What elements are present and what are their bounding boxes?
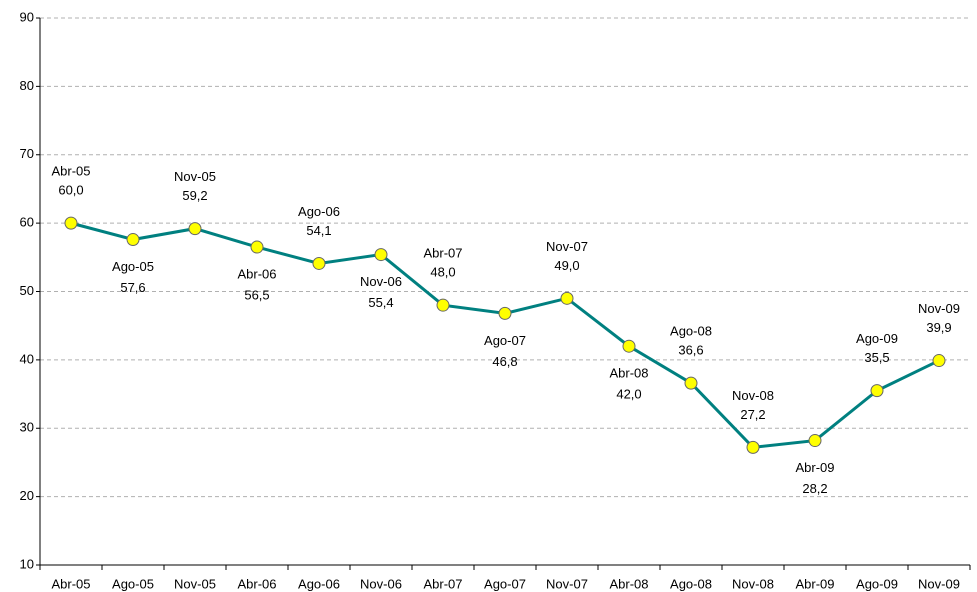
data-label: 27,2 bbox=[740, 407, 765, 422]
data-label: 56,5 bbox=[244, 287, 269, 302]
marker bbox=[746, 440, 760, 454]
data-label: 59,2 bbox=[182, 188, 207, 203]
marker bbox=[374, 248, 388, 262]
data-label: 35,5 bbox=[864, 350, 889, 365]
point-category-label: Abr-07 bbox=[423, 246, 462, 261]
y-tick-label: 30 bbox=[20, 420, 34, 435]
x-tick-label: Ago-08 bbox=[670, 576, 712, 591]
data-label: 28,2 bbox=[802, 481, 827, 496]
data-label: 57,6 bbox=[120, 280, 145, 295]
marker bbox=[188, 222, 202, 236]
point-category-label: Nov-06 bbox=[360, 274, 402, 289]
marker bbox=[64, 216, 78, 230]
marker bbox=[126, 233, 140, 247]
x-tick-label: Nov-06 bbox=[360, 576, 402, 591]
x-tick-label: Ago-06 bbox=[298, 576, 340, 591]
marker bbox=[560, 291, 574, 305]
x-tick-label: Nov-07 bbox=[546, 576, 588, 591]
data-label: 42,0 bbox=[616, 387, 641, 402]
data-label: 48,0 bbox=[430, 265, 455, 280]
x-tick-label: Abr-09 bbox=[795, 576, 834, 591]
data-label: 39,9 bbox=[926, 320, 951, 335]
y-tick-label: 80 bbox=[20, 78, 34, 93]
x-tick-label: Abr-05 bbox=[51, 576, 90, 591]
x-tick-label: Nov-09 bbox=[918, 576, 960, 591]
data-label: 55,4 bbox=[368, 295, 393, 310]
marker bbox=[312, 256, 326, 270]
data-label: 46,8 bbox=[492, 354, 517, 369]
y-tick-label: 10 bbox=[20, 556, 34, 571]
marker bbox=[684, 376, 698, 390]
x-tick-label: Ago-05 bbox=[112, 576, 154, 591]
point-category-label: Nov-09 bbox=[918, 301, 960, 316]
x-tick-label: Ago-09 bbox=[856, 576, 898, 591]
y-tick-label: 50 bbox=[20, 283, 34, 298]
y-tick-label: 90 bbox=[20, 9, 34, 24]
data-label: 60,0 bbox=[58, 183, 83, 198]
data-label: 36,6 bbox=[678, 343, 703, 358]
point-category-label: Abr-09 bbox=[795, 460, 834, 475]
point-category-label: Nov-08 bbox=[732, 388, 774, 403]
x-tick-label: Nov-08 bbox=[732, 576, 774, 591]
y-tick-label: 20 bbox=[20, 488, 34, 503]
y-tick-label: 70 bbox=[20, 146, 34, 161]
x-tick-label: Abr-06 bbox=[237, 576, 276, 591]
point-category-label: Ago-05 bbox=[112, 259, 154, 274]
marker bbox=[622, 339, 636, 353]
marker bbox=[436, 298, 450, 312]
point-category-label: Abr-08 bbox=[609, 366, 648, 381]
y-tick-label: 60 bbox=[20, 215, 34, 230]
point-category-label: Ago-09 bbox=[856, 331, 898, 346]
x-tick-label: Ago-07 bbox=[484, 576, 526, 591]
x-tick-label: Abr-07 bbox=[423, 576, 462, 591]
marker bbox=[932, 354, 946, 368]
x-tick-label: Abr-08 bbox=[609, 576, 648, 591]
point-category-label: Nov-07 bbox=[546, 239, 588, 254]
point-category-label: Abr-06 bbox=[237, 266, 276, 281]
point-category-label: Abr-05 bbox=[51, 164, 90, 179]
marker bbox=[870, 384, 884, 398]
data-label: 54,1 bbox=[306, 223, 331, 238]
point-category-label: Nov-05 bbox=[174, 169, 216, 184]
marker bbox=[498, 306, 512, 320]
point-category-label: Ago-08 bbox=[670, 324, 712, 339]
marker bbox=[250, 240, 264, 254]
data-label: 49,0 bbox=[554, 258, 579, 273]
point-category-label: Ago-07 bbox=[484, 333, 526, 348]
y-tick-label: 40 bbox=[20, 351, 34, 366]
marker bbox=[808, 434, 822, 448]
point-category-label: Ago-06 bbox=[298, 204, 340, 219]
x-tick-label: Nov-05 bbox=[174, 576, 216, 591]
